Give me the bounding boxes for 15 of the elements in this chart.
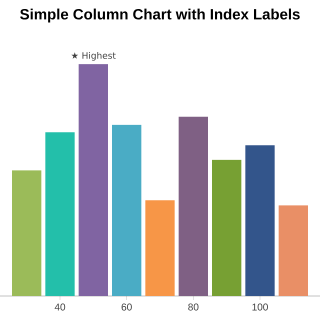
bar	[12, 170, 42, 296]
bar	[278, 205, 308, 296]
x-tick-label: 60	[122, 304, 132, 311]
x-tick-label: 80	[188, 304, 198, 311]
x-tick-label: 100	[252, 304, 268, 311]
annotation: ★ Highest	[71, 52, 116, 61]
bar	[112, 124, 142, 296]
bar	[78, 64, 108, 296]
bar	[45, 132, 75, 296]
bar	[245, 145, 275, 296]
bar	[178, 116, 208, 296]
chart-title: Simple Column Chart with Index Labels	[20, 8, 300, 22]
bar	[145, 200, 175, 296]
bar	[212, 160, 242, 296]
x-tick-label: 40	[54, 304, 66, 311]
